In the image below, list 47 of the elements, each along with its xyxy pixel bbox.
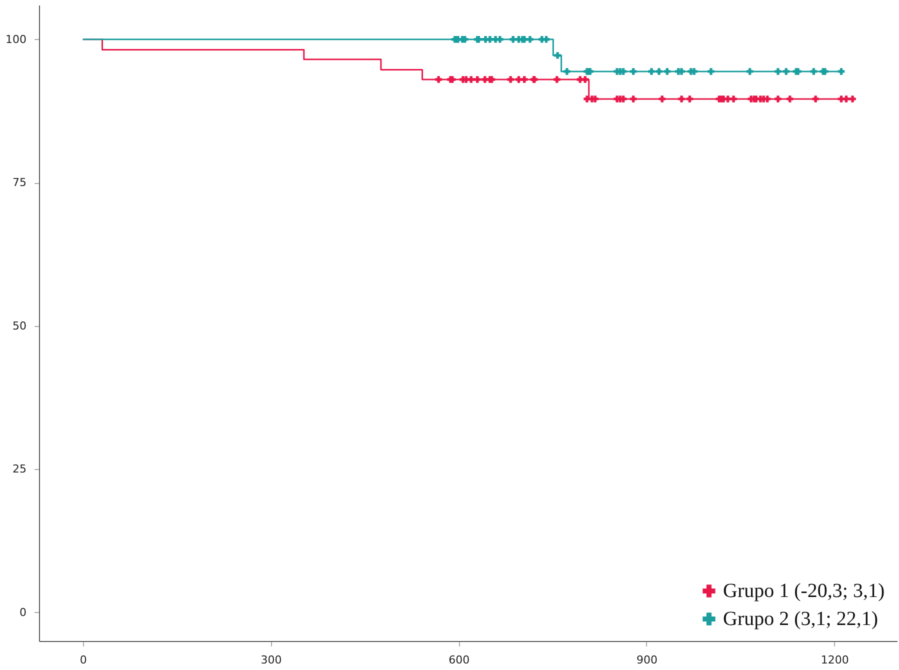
point xyxy=(812,96,819,102)
point xyxy=(630,68,637,75)
x-tick-label: 300 xyxy=(260,654,282,666)
point xyxy=(521,76,528,83)
point xyxy=(849,96,856,102)
point xyxy=(648,68,655,75)
point xyxy=(774,68,782,75)
point xyxy=(730,96,737,102)
point xyxy=(554,52,561,59)
point xyxy=(515,76,522,83)
point xyxy=(838,68,845,75)
x-tick-label: 600 xyxy=(448,654,470,666)
point xyxy=(678,96,685,102)
point xyxy=(582,76,588,83)
point xyxy=(542,36,550,43)
point xyxy=(764,96,771,102)
point xyxy=(786,96,794,102)
point xyxy=(526,36,534,43)
point xyxy=(708,68,714,75)
legend-label: Grupo 2 (3,1; 22,1) xyxy=(723,608,878,630)
point xyxy=(474,76,481,83)
point xyxy=(656,68,662,75)
y-tick-label: 50 xyxy=(12,319,26,332)
point xyxy=(564,68,570,75)
point xyxy=(810,68,818,75)
point xyxy=(686,96,694,102)
y-tick-label: 75 xyxy=(12,176,26,190)
x-tick-label: 1200 xyxy=(820,654,849,666)
point xyxy=(468,76,474,83)
point xyxy=(782,68,790,75)
y-tick-label: 100 xyxy=(6,32,26,46)
point xyxy=(664,68,671,75)
point xyxy=(507,76,514,83)
point xyxy=(658,96,666,102)
point xyxy=(746,68,754,75)
x-tick-label: 900 xyxy=(636,654,658,666)
legend-label: Grupo 1 (-20,3; 3,1) xyxy=(723,580,885,602)
point xyxy=(554,76,560,83)
point xyxy=(774,96,782,102)
y-tick-label: 0 xyxy=(20,606,26,619)
point xyxy=(630,96,637,102)
y-tick-label: 25 xyxy=(12,462,26,476)
x-tick-label: 0 xyxy=(80,654,87,666)
point xyxy=(496,36,504,43)
point xyxy=(435,76,442,83)
point xyxy=(510,36,516,43)
point xyxy=(842,96,850,102)
